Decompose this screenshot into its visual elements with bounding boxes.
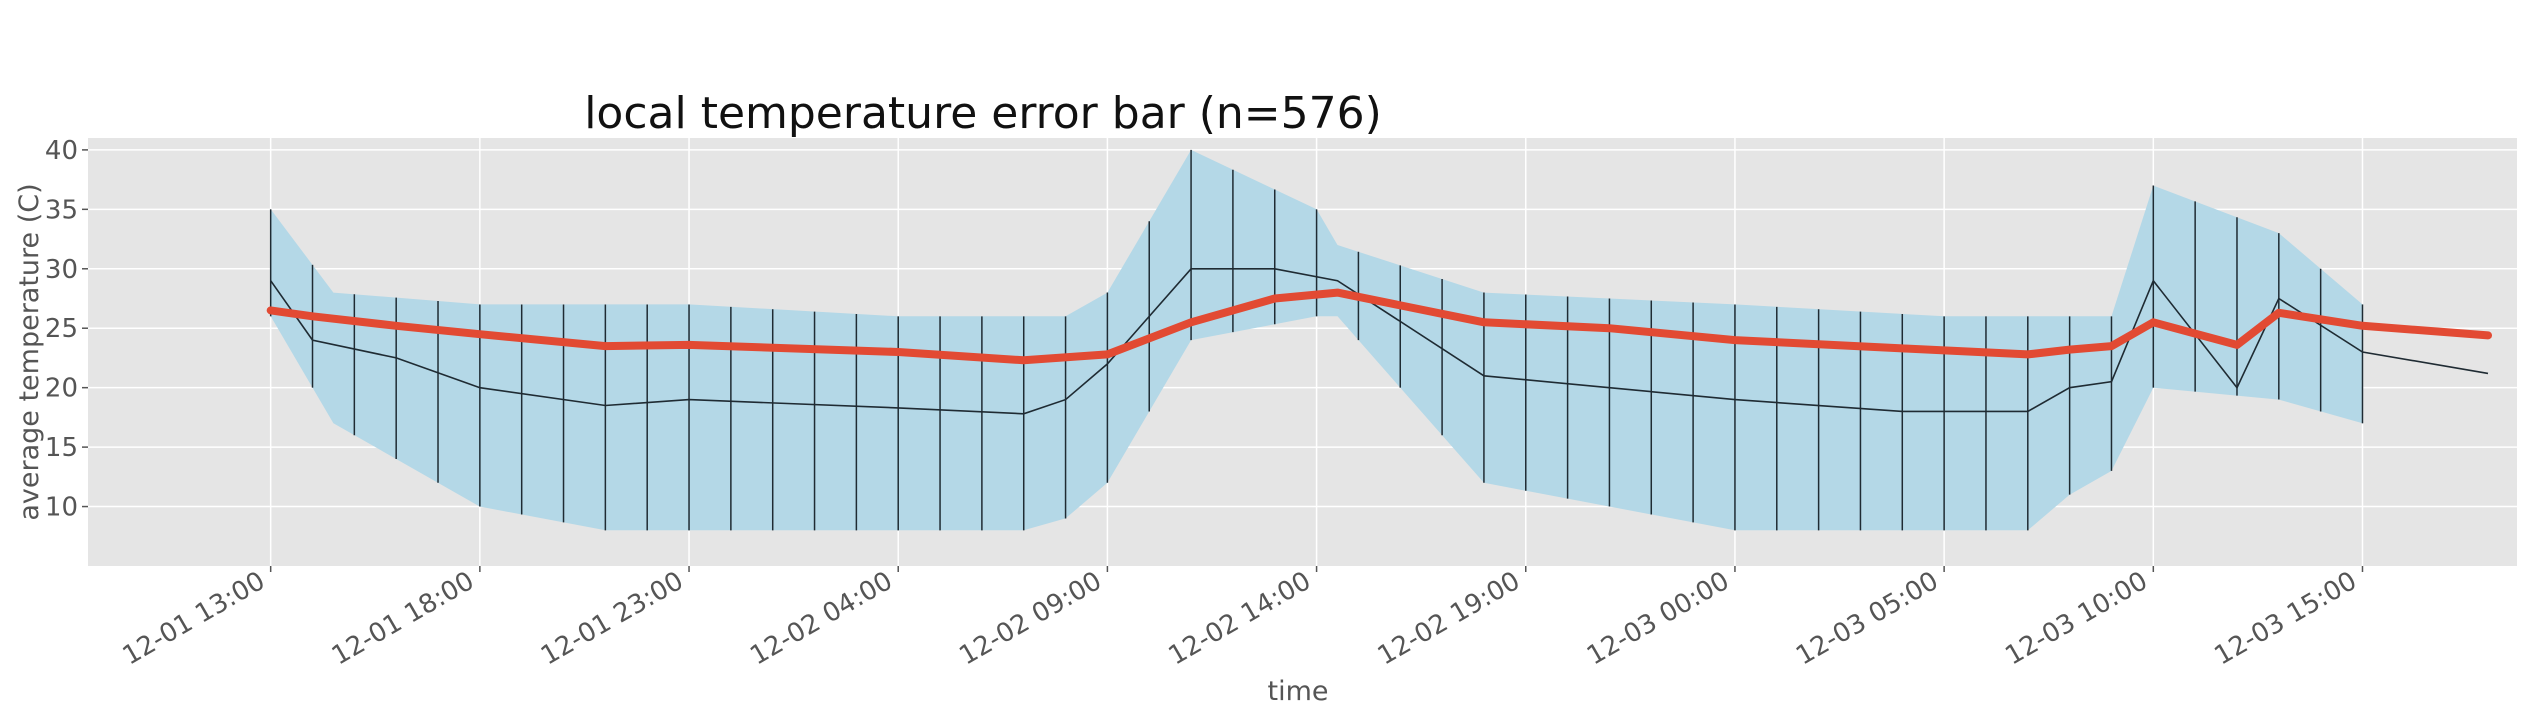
x-tick-label: 12-03 10:00 (2000, 566, 2152, 671)
x-tick-label: 12-02 19:00 (1373, 566, 1525, 671)
x-tick-label: 12-02 09:00 (954, 566, 1106, 671)
y-tick-label: 30 (45, 255, 78, 285)
x-tick-label: 12-01 13:00 (118, 566, 270, 671)
y-tick-label: 20 (45, 374, 78, 404)
error-band-layer (270, 149, 2363, 531)
chart-title: local temperature error bar (n=576) (584, 88, 1382, 139)
y-axis-label: average temperature (C) (14, 183, 45, 520)
y-tick-label: 10 (45, 493, 78, 523)
x-axis-label: time (1267, 676, 1328, 707)
mean-line-layer (266, 288, 2492, 365)
x-tick-label: 12-01 18:00 (327, 566, 479, 671)
x-tick-label: 12-02 04:00 (745, 566, 897, 671)
y-tick-label: 40 (45, 136, 78, 166)
y-tick-label: 15 (45, 433, 78, 463)
local-temperature-line (270, 267, 2489, 415)
x-tick-label: 12-03 00:00 (1582, 566, 1734, 671)
y-tick-label: 25 (45, 314, 78, 344)
mean-temperature-line (266, 288, 2492, 365)
x-tick-label: 12-02 14:00 (1164, 566, 1316, 671)
error-band (270, 149, 2363, 531)
local-line-layer (270, 267, 2489, 415)
x-tick-label: 12-01 23:00 (536, 566, 688, 671)
y-tick-label: 35 (45, 195, 78, 225)
x-tick-label: 12-03 15:00 (2210, 566, 2362, 671)
x-tick-label: 12-03 05:00 (1791, 566, 1943, 671)
